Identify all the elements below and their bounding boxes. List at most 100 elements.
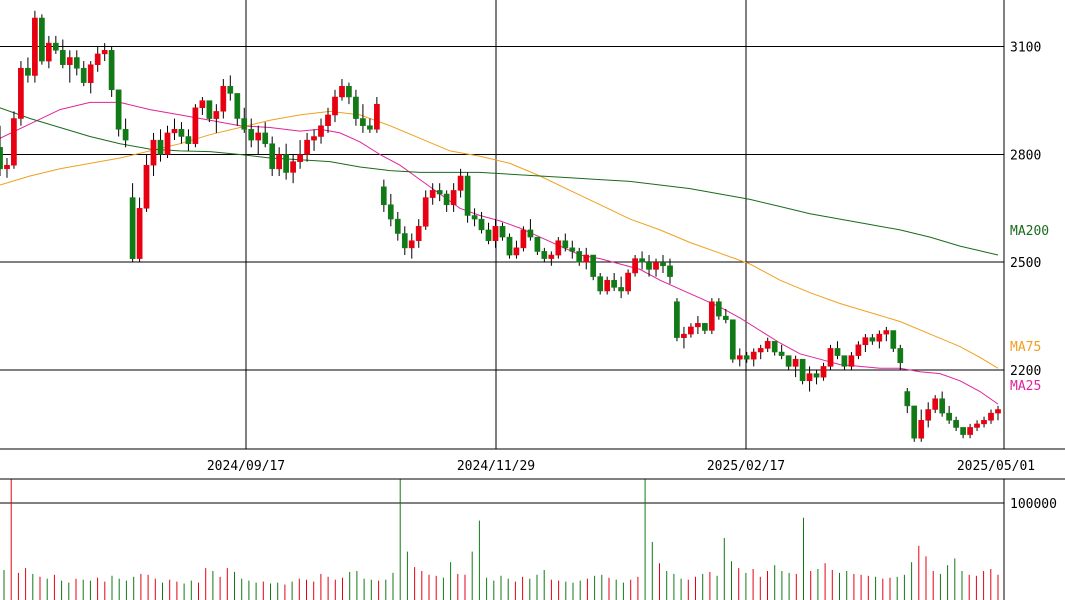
candle-body	[688, 326, 694, 335]
candle-body	[255, 132, 262, 141]
candle-body	[715, 301, 722, 317]
candle-body	[611, 279, 617, 288]
candle-body	[743, 355, 750, 360]
candle-body	[618, 287, 624, 292]
candle-body	[785, 355, 792, 367]
candle-body	[115, 89, 122, 130]
candle-body	[136, 208, 143, 259]
candle-body	[729, 319, 736, 360]
candle-body	[283, 154, 289, 173]
candle-body	[520, 229, 527, 249]
candle-body	[374, 103, 380, 130]
candle-body	[485, 229, 492, 241]
candle-body	[555, 240, 562, 256]
candle-body	[883, 330, 890, 335]
candle-body	[562, 240, 569, 249]
candle-body	[150, 139, 157, 166]
candle-body	[625, 272, 631, 292]
candle-body	[681, 333, 687, 338]
candle-body	[771, 340, 778, 353]
candle-body	[178, 129, 185, 137]
price-tick-label: 3100	[1010, 41, 1041, 56]
candle-body	[185, 136, 192, 144]
candle-body	[80, 67, 87, 83]
candle-body	[834, 348, 841, 356]
candle-body	[304, 139, 310, 155]
candle-body	[953, 420, 959, 428]
candle-body	[325, 114, 331, 126]
candle-body	[66, 57, 73, 65]
candle-body	[876, 333, 883, 342]
candle-body	[108, 50, 115, 91]
candle-body	[450, 190, 457, 206]
candle-body	[45, 42, 52, 62]
candle-body	[764, 340, 771, 349]
candle-body	[269, 143, 276, 170]
candle-body	[4, 164, 10, 170]
candle-body	[206, 100, 213, 119]
candle-body	[904, 391, 911, 407]
candle-body	[569, 247, 576, 252]
candle-body	[436, 190, 443, 195]
candle-body	[415, 226, 422, 241]
candle-body	[757, 348, 764, 353]
candle-body	[499, 226, 506, 238]
candle-body	[39, 17, 45, 62]
volume-axis-labels: 100000	[1010, 497, 1057, 512]
candle-body	[332, 96, 338, 116]
candle-body	[318, 125, 324, 137]
candle-body	[750, 351, 757, 360]
candle-body	[87, 64, 94, 83]
ma-label-ma75: MA75	[1010, 340, 1041, 355]
candle-body	[827, 348, 834, 367]
candle-body	[290, 161, 296, 173]
candle-body	[576, 251, 583, 263]
candle-body	[122, 129, 129, 141]
candle-body	[297, 154, 303, 162]
candle-body	[101, 50, 108, 55]
moving-average-legend: MA25 MA75 MA200	[1010, 224, 1049, 394]
candle-body	[11, 118, 17, 166]
candle-body	[841, 355, 848, 367]
candle-body	[660, 261, 666, 267]
candle-body	[862, 337, 869, 346]
candle-body	[429, 190, 436, 198]
candle-body	[855, 344, 862, 356]
candle-body	[708, 301, 715, 331]
candle-body	[32, 17, 38, 76]
candle-body	[513, 247, 520, 256]
candle-body	[890, 330, 897, 349]
candle-body	[213, 111, 220, 119]
candle-body	[262, 132, 269, 144]
candle-body	[918, 420, 925, 439]
candle-body	[18, 67, 24, 119]
ma-label-ma25: MA25	[1010, 379, 1041, 394]
candle-body	[534, 236, 541, 252]
candle-body	[597, 276, 604, 292]
candle-body	[276, 154, 282, 170]
candle-body	[234, 93, 241, 119]
candle-body	[897, 348, 904, 364]
price-tick-label: 2800	[1010, 148, 1041, 163]
candle-body	[478, 218, 485, 231]
candle-body	[590, 254, 597, 277]
candle-body	[960, 427, 966, 435]
candle-body	[869, 337, 876, 342]
candle-body	[129, 197, 136, 259]
candle-body	[220, 85, 227, 112]
volume-bars	[3, 479, 999, 600]
candle-body	[94, 53, 101, 65]
candle-body	[806, 373, 813, 382]
date-tick-label: 2025/02/17	[707, 459, 785, 474]
candle-body	[492, 226, 499, 241]
candle-body	[946, 412, 952, 421]
candle-body	[73, 57, 80, 69]
candle-body	[248, 129, 255, 141]
candle-body	[932, 398, 939, 410]
candle-body	[792, 358, 799, 367]
candle-body	[548, 254, 555, 259]
price-tick-label: 2500	[1010, 256, 1041, 271]
candle-body	[848, 355, 855, 367]
candle-body	[820, 366, 827, 378]
